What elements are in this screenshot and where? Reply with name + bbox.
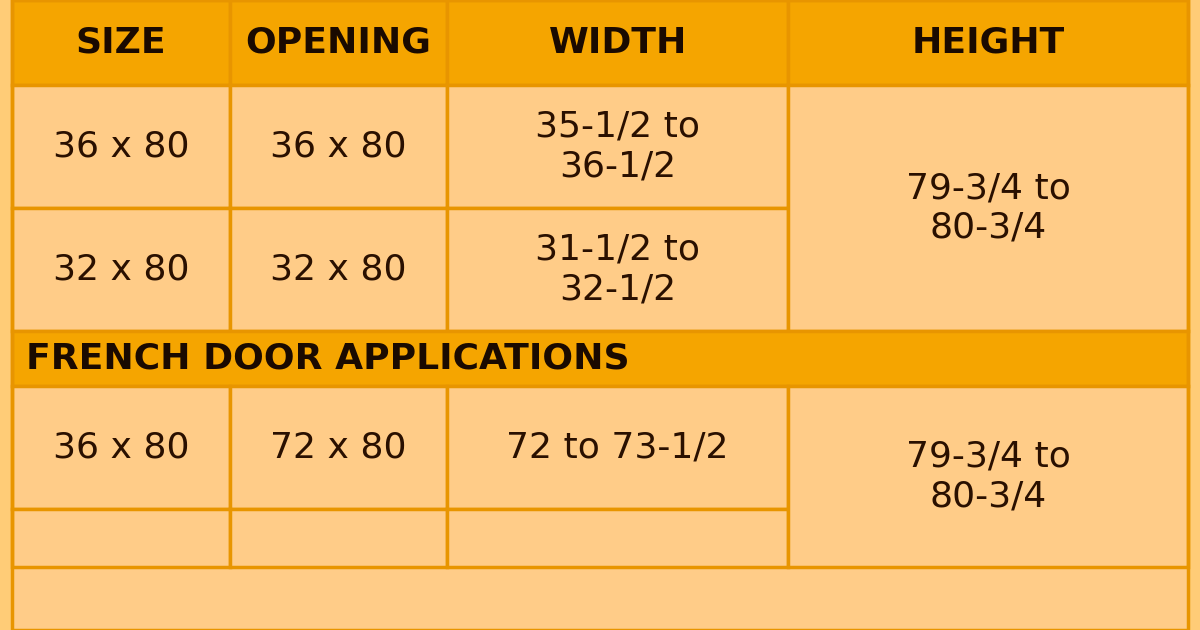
Bar [788, 85, 1188, 331]
Bar [229, 386, 448, 509]
Text: FRENCH DOOR APPLICATIONS: FRENCH DOOR APPLICATIONS [26, 341, 630, 375]
Bar [12, 386, 229, 509]
Text: 35-1/2 to
36-1/2: 35-1/2 to 36-1/2 [535, 110, 700, 183]
Bar [12, 331, 1188, 386]
Bar [448, 85, 788, 208]
Text: 36 x 80: 36 x 80 [53, 130, 190, 163]
Text: 36 x 80: 36 x 80 [53, 431, 190, 464]
Text: SIZE: SIZE [76, 26, 166, 59]
Text: 32 x 80: 32 x 80 [270, 253, 407, 286]
Bar [448, 0, 788, 85]
Bar [229, 509, 448, 567]
Text: 31-1/2 to
32-1/2: 31-1/2 to 32-1/2 [535, 232, 700, 306]
Bar [12, 509, 229, 567]
Text: 36 x 80: 36 x 80 [270, 130, 407, 163]
Bar [788, 0, 1188, 85]
Text: OPENING: OPENING [246, 26, 431, 59]
Text: 79-3/4 to
80-3/4: 79-3/4 to 80-3/4 [906, 440, 1070, 513]
Text: WIDTH: WIDTH [548, 26, 686, 59]
Bar [448, 386, 788, 509]
Bar [12, 85, 229, 208]
Text: 32 x 80: 32 x 80 [53, 253, 190, 286]
Bar [229, 208, 448, 331]
Bar [788, 386, 1188, 567]
Bar [12, 567, 1188, 630]
Bar [12, 0, 229, 85]
Text: 79-3/4 to
80-3/4: 79-3/4 to 80-3/4 [906, 171, 1070, 244]
Bar [12, 208, 229, 331]
Bar [448, 509, 788, 567]
Bar [448, 208, 788, 331]
Bar [229, 0, 448, 85]
Bar [229, 85, 448, 208]
Text: HEIGHT: HEIGHT [912, 26, 1064, 59]
Text: 72 x 80: 72 x 80 [270, 431, 407, 464]
Text: 72 to 73-1/2: 72 to 73-1/2 [506, 431, 728, 464]
